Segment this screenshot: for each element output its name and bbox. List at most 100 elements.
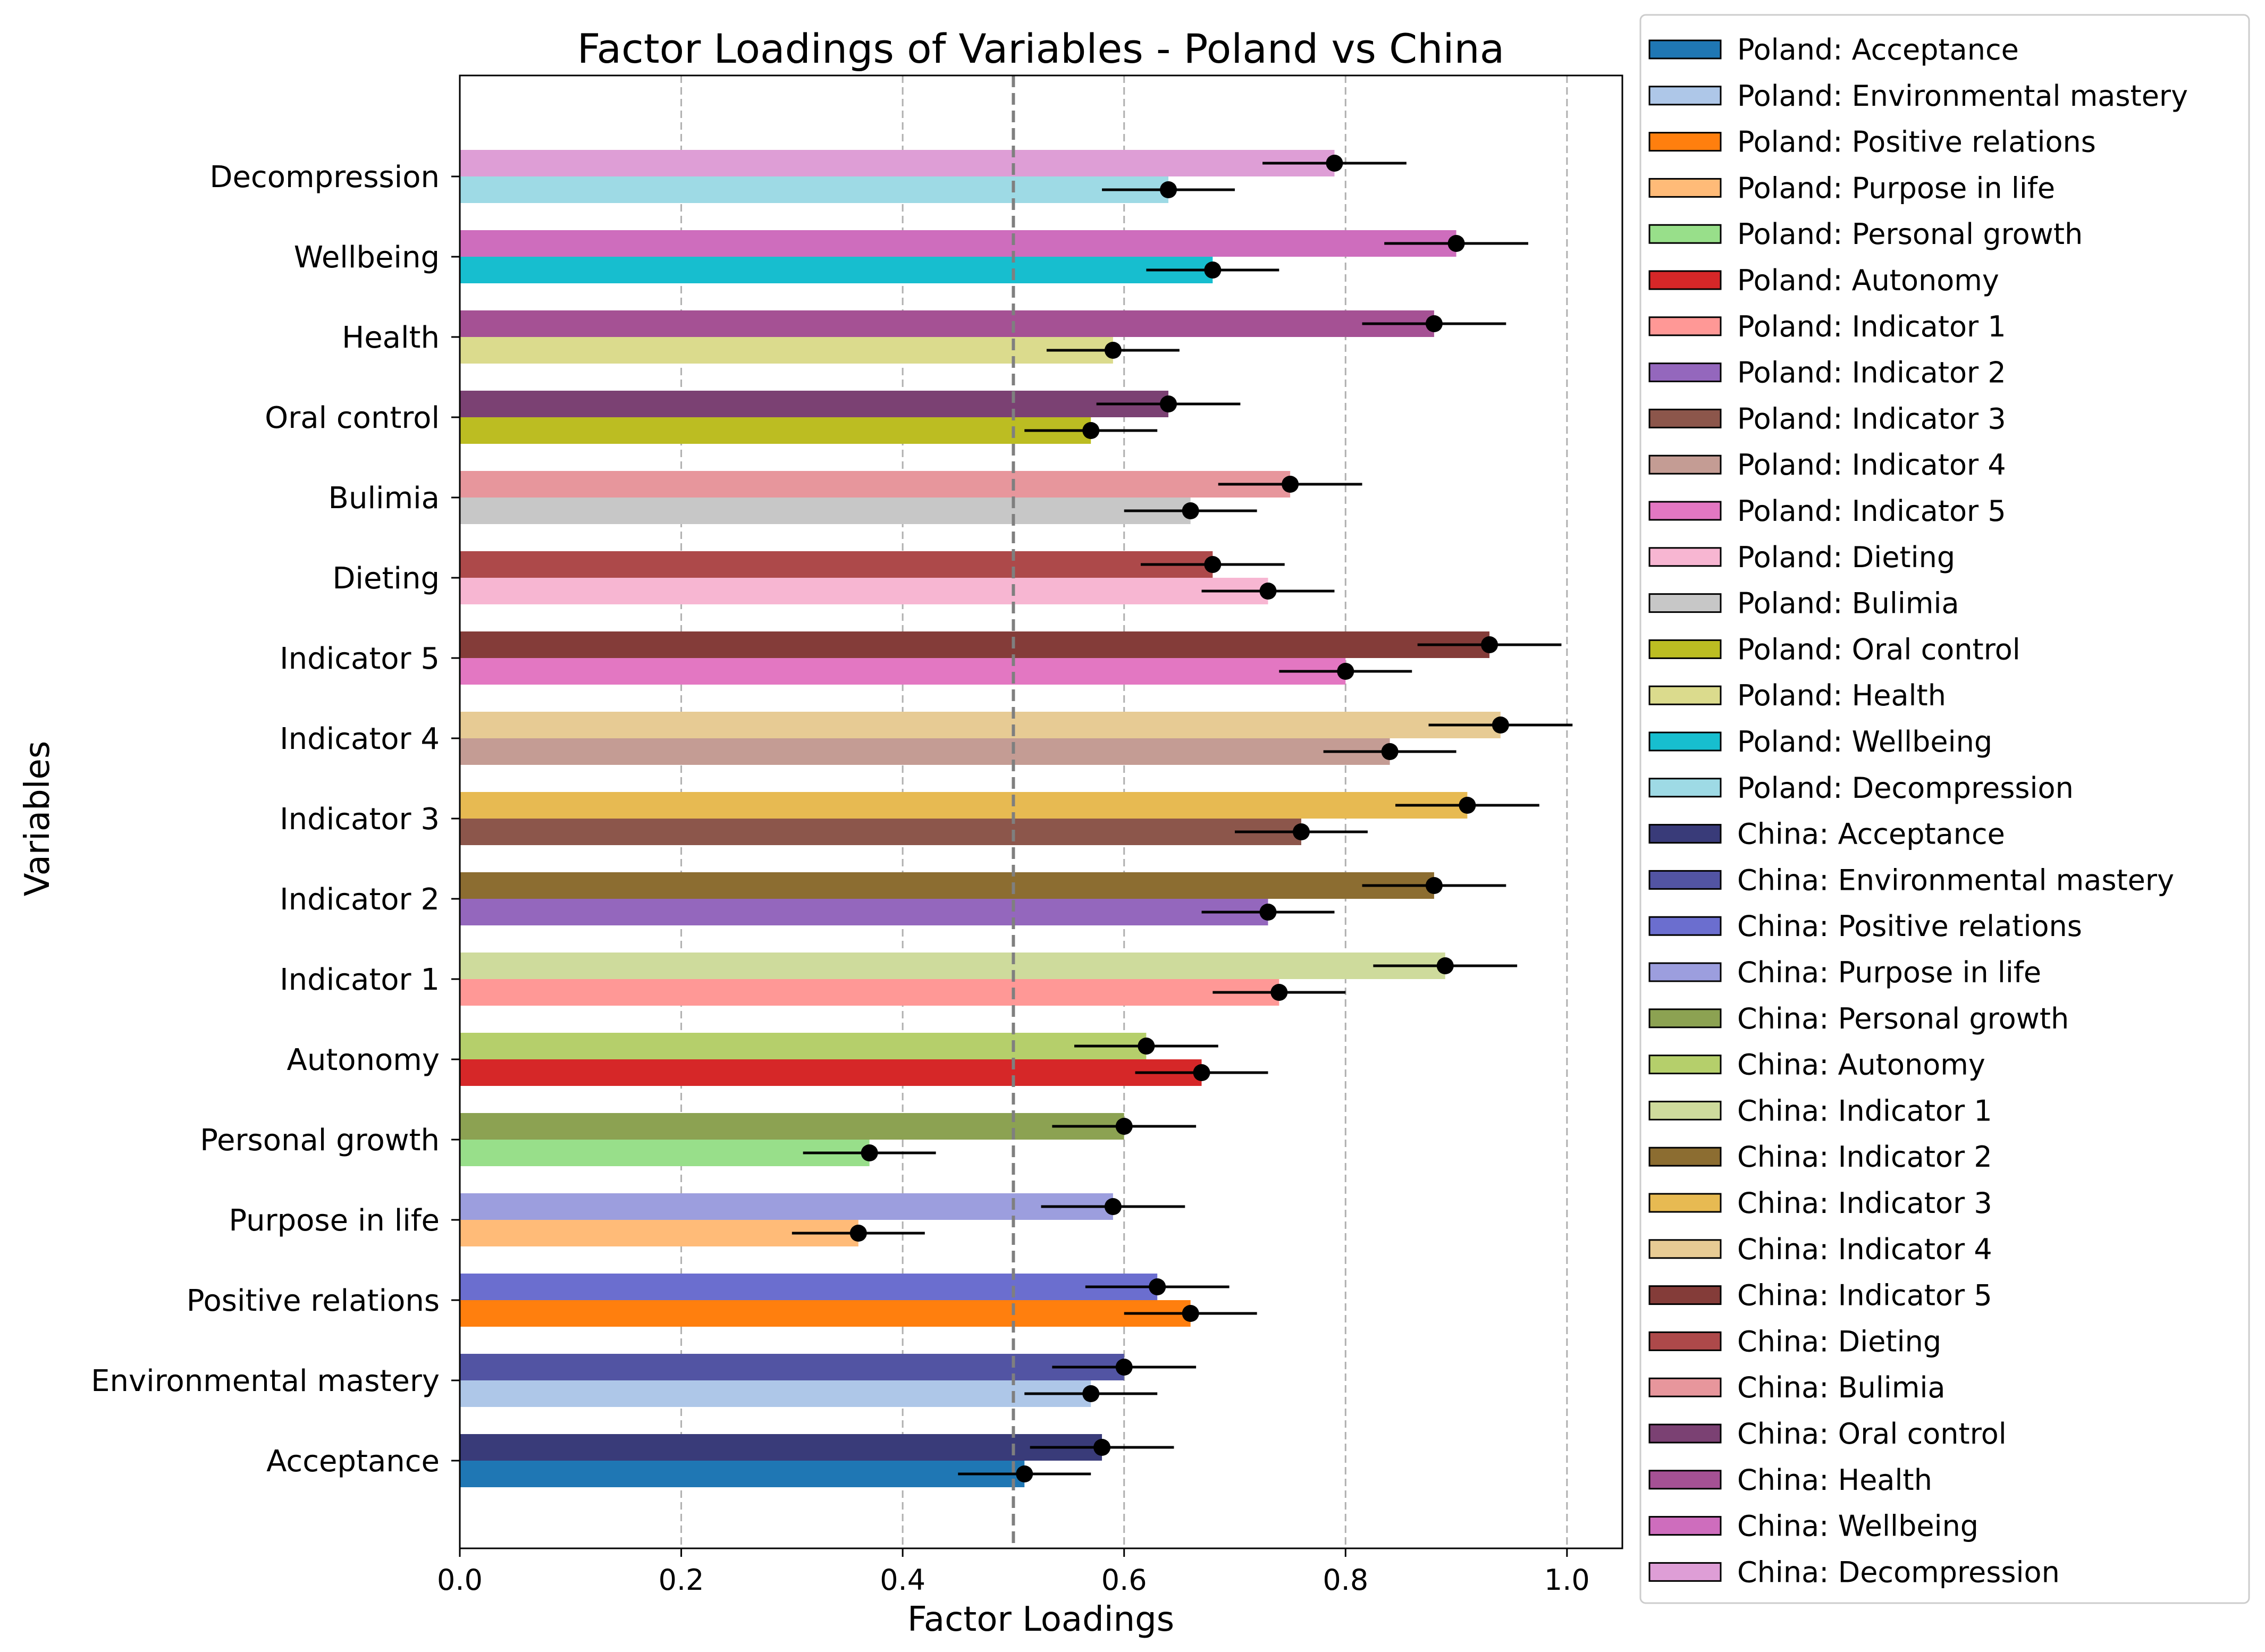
legend-swatch (1648, 270, 1722, 290)
point-poland (1082, 422, 1100, 439)
chart-title: Factor Loadings of Variables - Poland vs… (577, 25, 1505, 72)
x-tick-label: 0.0 (437, 1563, 483, 1597)
legend-swatch (1648, 1470, 1722, 1490)
point-china (1481, 636, 1498, 653)
legend-label: Poland: Purpose in life (1737, 171, 2055, 205)
point-china (1425, 315, 1443, 332)
legend-swatch (1648, 593, 1722, 613)
bar-poland (460, 176, 1169, 203)
legend-label: Poland: Wellbeing (1737, 725, 1992, 758)
legend-label: Poland: Indicator 3 (1737, 402, 2006, 435)
legend-frame (1639, 14, 2250, 1604)
point-china (1326, 155, 1343, 172)
point-china (1093, 1439, 1111, 1456)
bar-poland (460, 979, 1279, 1006)
legend-swatch (1648, 1377, 1722, 1397)
point-poland (1016, 1465, 1033, 1482)
x-tick-label: 0.8 (1323, 1563, 1368, 1597)
bar-poland (460, 899, 1268, 925)
legend-label: Poland: Indicator 5 (1737, 494, 2006, 528)
bar-china (460, 310, 1434, 337)
y-tick-label: Health (342, 321, 440, 355)
legend-swatch (1648, 132, 1722, 152)
point-china (1492, 717, 1509, 734)
bar-china (460, 230, 1456, 257)
y-tick-label: Acceptance (266, 1444, 440, 1479)
legend-label: Poland: Oral control (1737, 633, 2020, 666)
legend-swatch (1648, 408, 1722, 428)
legend-swatch (1648, 363, 1722, 383)
point-poland (1337, 663, 1354, 680)
bar-china (460, 631, 1490, 658)
legend-swatch (1648, 778, 1722, 798)
point-poland (861, 1144, 878, 1161)
y-tick-label: Indicator 4 (280, 722, 440, 756)
plot-frame (459, 74, 1623, 1549)
point-china (1115, 1359, 1133, 1376)
point-china (1149, 1278, 1166, 1295)
legend-swatch (1648, 178, 1722, 198)
point-china (1104, 1198, 1122, 1215)
point-china (1160, 395, 1177, 412)
point-poland (1204, 262, 1222, 279)
legend-label: Poland: Decompression (1737, 771, 2074, 805)
legend-label: Poland: Acceptance (1737, 33, 2019, 66)
bar-poland (460, 1140, 870, 1166)
legend-label: China: Dieting (1737, 1325, 1941, 1358)
legend-swatch (1648, 824, 1722, 844)
legend-swatch (1648, 1193, 1722, 1213)
legend-label: Poland: Positive relations (1737, 125, 2096, 159)
legend-swatch (1648, 501, 1722, 521)
bar-poland (460, 498, 1191, 524)
bar-poland (460, 1461, 1025, 1487)
legend-label: Poland: Personal growth (1737, 217, 2083, 251)
bar-poland (460, 658, 1346, 685)
legend-label: Poland: Indicator 1 (1737, 310, 2006, 343)
point-china (1282, 476, 1299, 493)
point-china (1138, 1038, 1155, 1055)
legend-label: China: Indicator 4 (1737, 1233, 1992, 1266)
plot-area: 0.0 0.2 0.4 0.6 0.8 1.0 Acceptance Environmenta… (91, 74, 1623, 1597)
legend-label: Poland: Health (1737, 679, 1946, 712)
legend-label: China: Environmental mastery (1737, 863, 2174, 897)
bar-poland (460, 1380, 1091, 1407)
legend-swatch (1648, 1147, 1722, 1167)
legend-label: China: Health (1737, 1463, 1932, 1497)
y-tick-label: Indicator 5 (280, 642, 440, 676)
bar-china (460, 391, 1169, 417)
point-china (1436, 957, 1454, 974)
point-poland (1259, 904, 1277, 921)
bar-poland (460, 1059, 1202, 1086)
legend-swatch (1648, 454, 1722, 475)
x-axis-label: Factor Loadings (907, 1600, 1174, 1639)
legend-label: China: Personal growth (1737, 1002, 2069, 1035)
bar-poland (460, 337, 1113, 364)
x-tick-label: 0.6 (1101, 1563, 1147, 1597)
legend-swatch (1648, 1423, 1722, 1444)
point-china (1425, 877, 1443, 894)
y-tick-label: Oral control (265, 401, 440, 435)
legend-label: China: Indicator 3 (1737, 1186, 1992, 1220)
legend-swatch (1648, 1055, 1722, 1075)
bar-poland (460, 578, 1268, 604)
y-tick-label: Wellbeing (294, 240, 440, 275)
legend-label: Poland: Indicator 4 (1737, 448, 2006, 482)
legend-swatch (1648, 316, 1722, 336)
legend-label: China: Indicator 1 (1737, 1094, 1992, 1127)
bar-china (460, 712, 1501, 738)
legend-label: China: Indicator 5 (1737, 1279, 1992, 1312)
bar-china (460, 1193, 1113, 1220)
point-poland (1082, 1385, 1100, 1402)
bar-poland (460, 738, 1390, 765)
point-poland (849, 1225, 867, 1242)
legend-swatch (1648, 962, 1722, 982)
bar-poland (460, 819, 1301, 845)
bar-china (460, 792, 1468, 819)
legend-swatch (1648, 1562, 1722, 1582)
legend-label: Poland: Dieting (1737, 541, 1955, 574)
point-poland (1160, 181, 1177, 198)
y-tick-label: Dieting (332, 561, 440, 596)
bar-china (460, 471, 1291, 498)
y-tick-label: Decompression (209, 160, 440, 195)
